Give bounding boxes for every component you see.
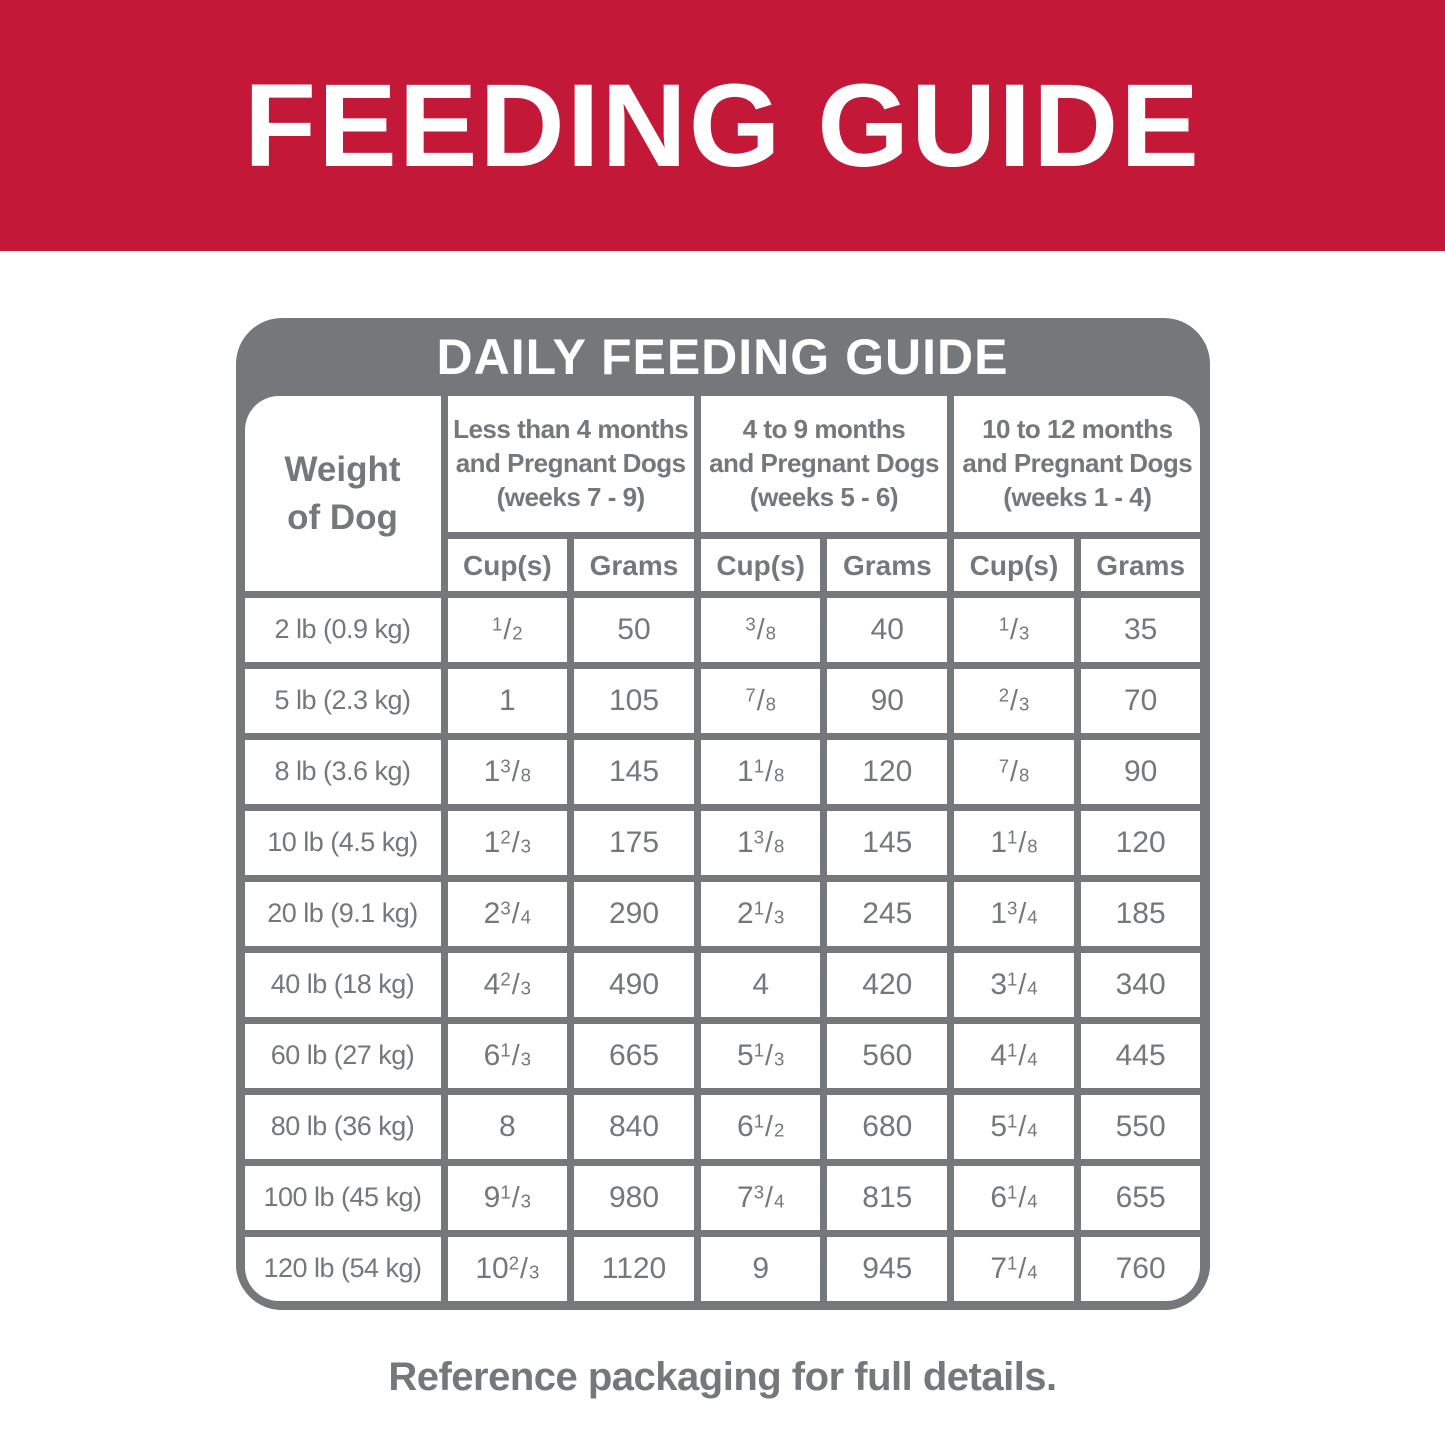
table-title: DAILY FEEDING GUIDE	[436, 329, 1009, 385]
cups-cell: 7/8	[954, 740, 1074, 804]
daily-feeding-guide-card: DAILY FEEDING GUIDE Weight of Dog Less tha…	[235, 318, 1210, 1310]
cups-cell: 6 1/2	[700, 1095, 821, 1159]
feeding-table: Weight of Dog Less than 4 months and Pregna…	[235, 396, 1210, 1310]
age-group-header: 10 to 12 months and Pregnant Dogs (weeks 1…	[954, 396, 1201, 532]
grams-cell: 560	[827, 1024, 948, 1088]
cups-cell: 6 1/3	[447, 1024, 568, 1088]
cups-cell: 7 3/4	[700, 1166, 821, 1230]
weight-cell: 120 lb (54 kg)	[244, 1237, 441, 1301]
cups-header: Cup(s)	[954, 539, 1074, 591]
grams-cell: 290	[574, 882, 694, 946]
cups-cell: 2 1/3	[700, 882, 821, 946]
age-group-header: 4 to 9 months and Pregnant Dogs (weeks 5 -…	[700, 396, 948, 532]
grams-header: Grams	[574, 539, 694, 591]
cups-cell: 2 3/4	[447, 882, 568, 946]
grams-cell: 120	[827, 740, 948, 804]
grams-cell: 340	[1080, 953, 1201, 1017]
grams-cell: 35	[1080, 598, 1201, 662]
cups-cell: 1 1/8	[954, 811, 1074, 875]
grams-cell: 840	[574, 1095, 694, 1159]
grams-cell: 145	[574, 740, 694, 804]
grams-cell: 70	[1080, 669, 1201, 733]
grams-cell: 655	[1080, 1166, 1201, 1230]
cups-header: Cup(s)	[700, 539, 821, 591]
cups-cell: 4	[700, 953, 821, 1017]
weight-cell: 8 lb (3.6 kg)	[244, 740, 441, 804]
cups-cell: 10 2/3	[447, 1237, 568, 1301]
grams-cell: 665	[574, 1024, 694, 1088]
grams-cell: 245	[827, 882, 948, 946]
banner-title: FEEDING GUIDE	[244, 59, 1201, 192]
grams-cell: 90	[1080, 740, 1201, 804]
grams-cell: 550	[1080, 1095, 1201, 1159]
cups-cell: 1 3/8	[447, 740, 568, 804]
cups-cell: 2/3	[954, 669, 1074, 733]
grams-cell: 50	[574, 598, 694, 662]
grams-cell: 145	[827, 811, 948, 875]
grams-cell: 490	[574, 953, 694, 1017]
cups-cell: 1/3	[954, 598, 1074, 662]
grams-cell: 815	[827, 1166, 948, 1230]
cups-cell: 8	[447, 1095, 568, 1159]
cups-cell: 1 3/4	[954, 882, 1074, 946]
weight-cell: 100 lb (45 kg)	[244, 1166, 441, 1230]
grams-cell: 420	[827, 953, 948, 1017]
cups-cell: 9	[700, 1237, 821, 1301]
grams-header: Grams	[1080, 539, 1201, 591]
grams-cell: 680	[827, 1095, 948, 1159]
weight-cell: 40 lb (18 kg)	[244, 953, 441, 1017]
weight-of-dog-header: Weight of Dog	[244, 396, 441, 591]
cups-cell: 1 1/8	[700, 740, 821, 804]
weight-cell: 5 lb (2.3 kg)	[244, 669, 441, 733]
grams-cell: 90	[827, 669, 948, 733]
weight-cell: 10 lb (4.5 kg)	[244, 811, 441, 875]
cups-cell: 5 1/3	[700, 1024, 821, 1088]
grams-cell: 105	[574, 669, 694, 733]
feeding-guide-banner: FEEDING GUIDE	[0, 0, 1445, 251]
age-group-header: Less than 4 months and Pregnant Dogs (week…	[447, 396, 694, 532]
grams-cell: 1120	[574, 1237, 694, 1301]
grams-cell: 445	[1080, 1024, 1201, 1088]
cups-cell: 1 2/3	[447, 811, 568, 875]
cups-header: Cup(s)	[447, 539, 568, 591]
footer-note: Reference packaging for full details.	[388, 1355, 1057, 1399]
grams-cell: 120	[1080, 811, 1201, 875]
grams-cell: 175	[574, 811, 694, 875]
cups-cell: 7/8	[700, 669, 821, 733]
weight-cell: 20 lb (9.1 kg)	[244, 882, 441, 946]
cups-cell: 9 1/3	[447, 1166, 568, 1230]
cups-cell: 1	[447, 669, 568, 733]
weight-cell: 60 lb (27 kg)	[244, 1024, 441, 1088]
grams-header: Grams	[827, 539, 948, 591]
cups-cell: 1 3/8	[700, 811, 821, 875]
grams-cell: 760	[1080, 1237, 1201, 1301]
grams-cell: 185	[1080, 882, 1201, 946]
cups-cell: 4 2/3	[447, 953, 568, 1017]
cups-cell: 3 1/4	[954, 953, 1074, 1017]
cups-cell: 4 1/4	[954, 1024, 1074, 1088]
cups-cell: 5 1/4	[954, 1095, 1074, 1159]
cups-cell: 6 1/4	[954, 1166, 1074, 1230]
cups-cell: 7 1/4	[954, 1237, 1074, 1301]
grams-cell: 980	[574, 1166, 694, 1230]
cups-cell: 1/2	[447, 598, 568, 662]
cups-cell: 3/8	[700, 598, 821, 662]
weight-cell: 80 lb (36 kg)	[244, 1095, 441, 1159]
grams-cell: 945	[827, 1237, 948, 1301]
grams-cell: 40	[827, 598, 948, 662]
weight-cell: 2 lb (0.9 kg)	[244, 598, 441, 662]
